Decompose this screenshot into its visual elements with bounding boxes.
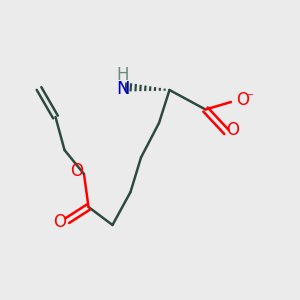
Text: N: N [116, 80, 130, 98]
Text: H: H [117, 66, 129, 84]
Text: ⁻: ⁻ [246, 90, 254, 105]
Text: O: O [226, 122, 240, 140]
Text: O: O [236, 91, 249, 109]
Text: O: O [53, 213, 67, 231]
Text: O: O [70, 162, 83, 180]
